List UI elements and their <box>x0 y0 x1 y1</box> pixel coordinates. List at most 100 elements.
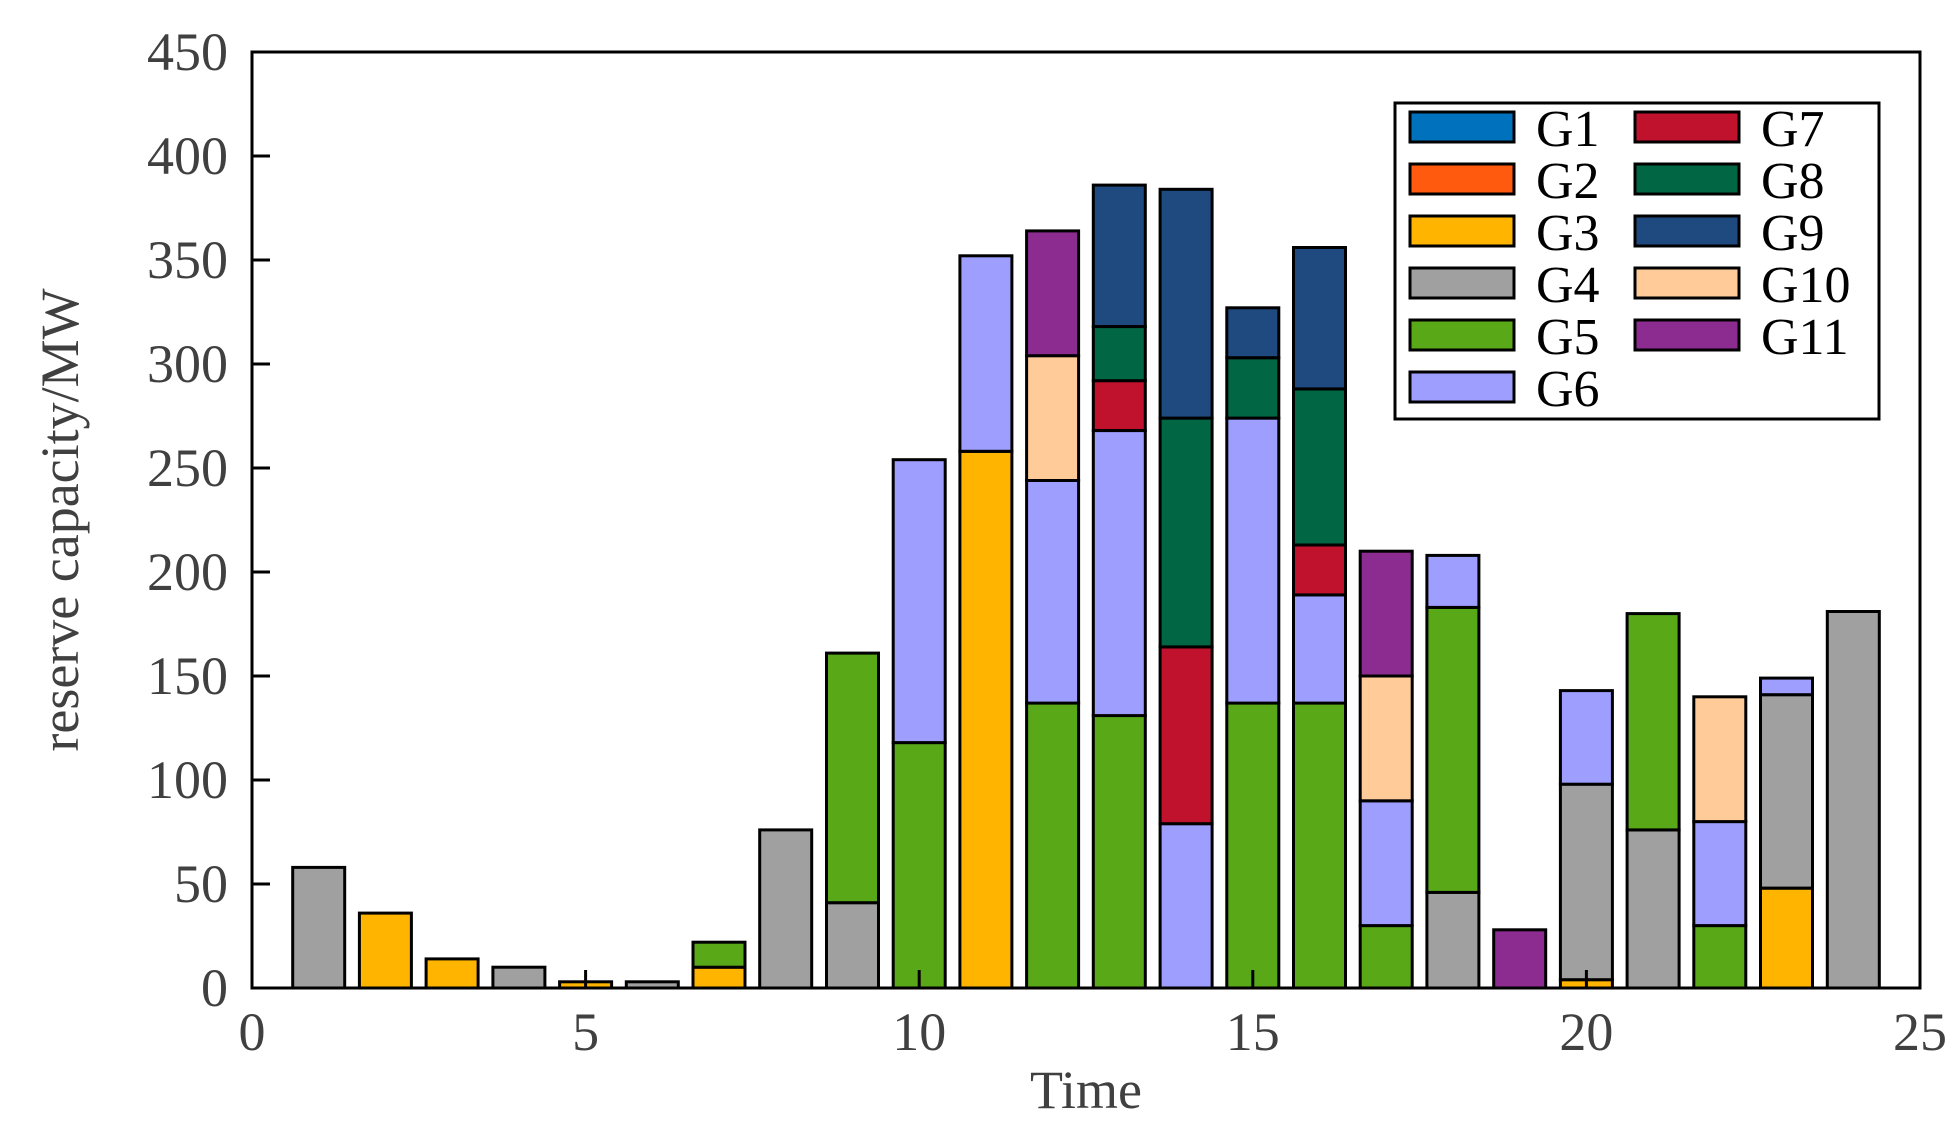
legend-label-g1: G1 <box>1536 101 1600 158</box>
y-tick-label-200: 200 <box>147 542 228 602</box>
bar-g4-t8 <box>758 828 814 990</box>
bar-g5-t7 <box>691 940 747 969</box>
bar-g6-t10 <box>891 458 947 745</box>
bar-g8-t16 <box>1292 387 1347 547</box>
legend-label-g10: G10 <box>1761 257 1851 314</box>
legend-swatch-g8 <box>1633 162 1741 196</box>
x-tick-label-5: 5 <box>572 1002 599 1062</box>
legend-label-g2: G2 <box>1536 153 1600 210</box>
x-tick-label-10: 10 <box>892 1002 946 1062</box>
bar-g5-t10 <box>891 741 947 990</box>
bar-g6-t15 <box>1225 416 1281 705</box>
y-tick-label-0: 0 <box>201 958 228 1018</box>
legend-label-g11: G11 <box>1761 309 1849 366</box>
bar-g4-t24 <box>1825 610 1881 990</box>
x-tick-label-0: 0 <box>239 1002 266 1062</box>
bar-g6-t12 <box>1025 479 1081 705</box>
plot-area-frame <box>250 50 1922 990</box>
legend-swatch-g6 <box>1408 370 1516 404</box>
bar-g8-t15 <box>1225 356 1281 420</box>
bar-g3-t11 <box>958 449 1014 990</box>
y-tick-label-100: 100 <box>147 750 228 810</box>
x-tick-label-20: 20 <box>1559 1002 1613 1062</box>
bar-g5-t18 <box>1425 605 1481 894</box>
bar-g4-t21 <box>1625 828 1681 990</box>
legend-swatch-g4 <box>1408 266 1516 300</box>
bar-g6-t13 <box>1091 429 1147 718</box>
legend-label-g8: G8 <box>1761 153 1825 210</box>
bar-g10-t17 <box>1358 674 1414 803</box>
legend-label-g4: G4 <box>1536 257 1600 314</box>
bar-g4-t4 <box>491 965 547 990</box>
y-tick-label-450: 450 <box>147 22 228 82</box>
bar-g6-t18 <box>1425 553 1481 609</box>
bar-g9-t13 <box>1091 183 1147 328</box>
y-tick-label-350: 350 <box>147 230 228 290</box>
bar-g6-t16 <box>1292 593 1347 705</box>
legend-swatch-g10 <box>1633 266 1741 300</box>
legend-swatch-g11 <box>1633 318 1741 352</box>
bar-g5-t16 <box>1292 701 1347 990</box>
bar-g4-t18 <box>1425 890 1481 990</box>
bar-g6-t20 <box>1558 689 1614 786</box>
y-tick-label-400: 400 <box>147 126 228 186</box>
bar-g6-t14 <box>1158 822 1214 990</box>
bar-g11-t19 <box>1492 928 1548 990</box>
bar-g6-t23 <box>1759 676 1814 697</box>
bar-g5-t13 <box>1091 714 1147 990</box>
bar-g5-t17 <box>1358 924 1414 990</box>
bar-g10-t22 <box>1692 695 1748 824</box>
bar-g3-t23 <box>1759 886 1814 990</box>
y-axis-ticks: 0 50 100 150 200 250 300 350 400 450 <box>147 22 270 1018</box>
legend-label-g3: G3 <box>1536 205 1600 262</box>
legend-swatch-g1 <box>1408 110 1516 144</box>
bar-g11-t12 <box>1025 229 1081 358</box>
bar-g8-t14 <box>1158 416 1214 649</box>
x-axis-ticks: 0 5 10 15 20 25 <box>239 970 1947 1062</box>
bar-g5-t9 <box>825 651 880 905</box>
bar-g5-t21 <box>1625 612 1681 832</box>
bar-g6-t17 <box>1358 799 1414 928</box>
legend-label-g9: G9 <box>1761 205 1825 262</box>
y-tick-label-300: 300 <box>147 334 228 394</box>
x-tick-label-15: 15 <box>1226 1002 1280 1062</box>
bar-g5-t12 <box>1025 701 1081 990</box>
bar-g4-t1 <box>291 865 347 990</box>
legend-swatch-g7 <box>1633 110 1741 144</box>
legend-label-g5: G5 <box>1536 309 1600 366</box>
bar-g10-t12 <box>1025 354 1081 483</box>
bar-g4-t20 <box>1558 782 1614 982</box>
bar-g7-t16 <box>1292 543 1347 597</box>
bar-g4-t23 <box>1759 693 1814 890</box>
legend-swatch-g9 <box>1633 214 1741 248</box>
bar-g5-t15 <box>1225 701 1281 990</box>
bar-g11-t17 <box>1358 549 1414 678</box>
legend-label-g6: G6 <box>1536 361 1600 418</box>
bar-g4-t9 <box>825 901 880 990</box>
y-tick-label-250: 250 <box>147 438 228 498</box>
legend-swatch-g5 <box>1408 318 1516 352</box>
bar-g8-t13 <box>1091 325 1147 383</box>
bar-g9-t16 <box>1292 246 1347 391</box>
x-axis-title: Time <box>1030 1060 1142 1120</box>
bar-g3-t2 <box>357 911 413 990</box>
legend-label-g7: G7 <box>1761 101 1825 158</box>
legend-box <box>1393 101 1881 421</box>
legend-swatch-g3 <box>1408 214 1516 248</box>
bar-g5-t22 <box>1692 924 1748 990</box>
y-axis-title: reserve capacity/MW <box>30 288 90 751</box>
bar-g7-t13 <box>1091 379 1147 433</box>
y-tick-label-150: 150 <box>147 646 228 706</box>
bar-g6-t22 <box>1692 820 1748 928</box>
bar-g6-t11 <box>958 254 1014 453</box>
bar-g7-t14 <box>1158 645 1214 826</box>
bar-g3-t7 <box>691 965 747 990</box>
bar-g3-t3 <box>424 957 480 990</box>
bar-g9-t15 <box>1225 306 1281 360</box>
x-tick-label-25: 25 <box>1893 1002 1947 1062</box>
bar-g9-t14 <box>1158 187 1214 420</box>
legend-swatch-g2 <box>1408 162 1516 196</box>
